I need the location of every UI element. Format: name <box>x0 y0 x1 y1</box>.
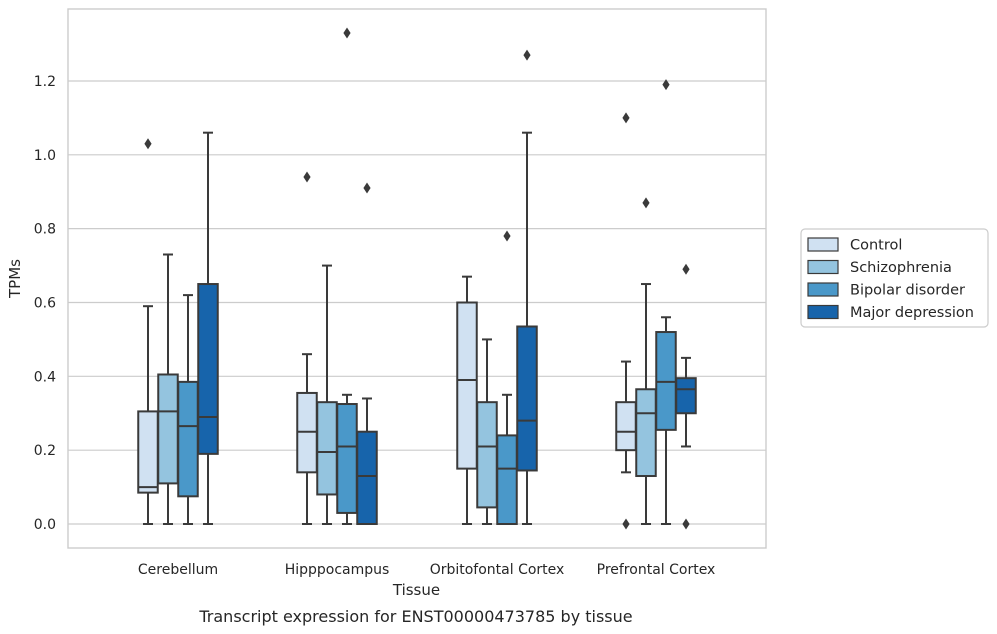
box-iqr <box>137 410 159 494</box>
y-tick-label: 0.8 <box>34 222 56 238</box>
legend-swatch <box>807 259 839 275</box>
box-major-depression <box>197 131 219 526</box>
box-iqr <box>635 388 657 478</box>
y-tick-label: 0.2 <box>34 443 56 459</box>
box-iqr <box>496 434 518 526</box>
x-tick-label: Orbitofontal Cortex <box>430 562 565 578</box>
legend-label: Control <box>850 238 902 254</box>
box-control <box>615 112 637 530</box>
x-tick-label: Prefrontal Cortex <box>597 562 716 578</box>
x-axis-label: Tissue <box>392 581 440 599</box>
outlier-point <box>682 263 690 275</box>
x-tick-labels: Cerebellum Hipppocampus Orbitofontal Corte… <box>138 562 715 578</box>
box-iqr <box>615 401 637 452</box>
box-bipolar-disorder <box>496 230 518 526</box>
y-tick-label: 0.0 <box>34 517 56 533</box>
y-tick-label: 0.4 <box>34 369 56 385</box>
box-bipolar-disorder <box>655 79 677 526</box>
outlier-point <box>363 182 371 194</box>
y-tick-labels: 0.0 0.2 0.4 0.6 0.8 1.0 1.2 <box>34 74 56 533</box>
legend-swatch <box>807 304 839 320</box>
legend-label: Major depression <box>850 305 974 321</box>
box-schizophrenia <box>157 253 179 526</box>
outlier-point <box>503 230 511 242</box>
box-schizophrenia <box>316 264 338 526</box>
box-iqr <box>456 301 478 470</box>
box-iqr <box>675 377 697 415</box>
plot-frame <box>67 8 767 549</box>
legend-swatch <box>807 282 839 297</box>
box-bipolar-disorder <box>336 27 358 526</box>
legend-frame <box>800 228 989 328</box>
box-major-depression <box>516 49 538 526</box>
box-iqr <box>157 373 179 485</box>
y-axis-label: TPMs <box>6 259 24 299</box>
box-iqr <box>336 403 358 514</box>
box-major-depression <box>356 182 378 526</box>
box-schizophrenia <box>476 338 498 526</box>
outlier-point <box>642 197 650 209</box>
box-major-depression <box>675 263 697 530</box>
box-iqr <box>476 401 498 509</box>
y-tick-label: 0.6 <box>34 295 56 311</box>
outlier-point <box>622 112 630 124</box>
y-tick-label: 1.0 <box>34 148 56 164</box>
legend-label: Schizophrenia <box>850 260 952 276</box>
legend: Control Schizophrenia Bipolar disorder Majo… <box>800 228 989 328</box>
box-iqr <box>177 380 199 498</box>
box-bipolar-disorder <box>177 294 199 526</box>
legend-swatch <box>807 237 839 252</box>
box-iqr <box>356 430 378 526</box>
figure-caption: Transcript expression for ENST0000047378… <box>198 607 632 626</box>
outlier-point <box>144 138 152 150</box>
box-iqr <box>197 283 219 455</box>
box-control <box>296 171 318 526</box>
outlier-point <box>303 171 311 183</box>
box-control <box>456 275 478 526</box>
legend-label: Bipolar disorder <box>850 283 965 299</box>
box-iqr <box>316 401 338 496</box>
box-control <box>137 138 159 526</box>
y-tick-label: 1.2 <box>34 74 56 90</box>
boxes <box>137 27 697 530</box>
outlier-point <box>622 518 630 530</box>
outlier-point <box>662 79 670 91</box>
x-tick-label: Hipppocampus <box>285 562 390 578</box>
outlier-point <box>523 49 531 61</box>
box-schizophrenia <box>635 197 657 526</box>
box-iqr <box>516 325 538 472</box>
x-tick-label: Cerebellum <box>138 562 218 578</box>
outlier-point <box>343 27 351 39</box>
outlier-point <box>682 518 690 530</box>
